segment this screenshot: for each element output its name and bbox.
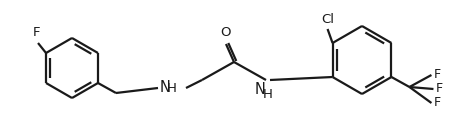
Text: H: H (263, 88, 273, 101)
Text: H: H (167, 82, 177, 95)
Text: F: F (32, 26, 40, 39)
Text: N: N (254, 82, 266, 97)
Text: N: N (159, 81, 171, 95)
Text: Cl: Cl (321, 13, 334, 26)
Text: F: F (435, 82, 443, 95)
Text: F: F (433, 68, 440, 81)
Text: O: O (220, 26, 230, 39)
Text: F: F (433, 95, 440, 109)
